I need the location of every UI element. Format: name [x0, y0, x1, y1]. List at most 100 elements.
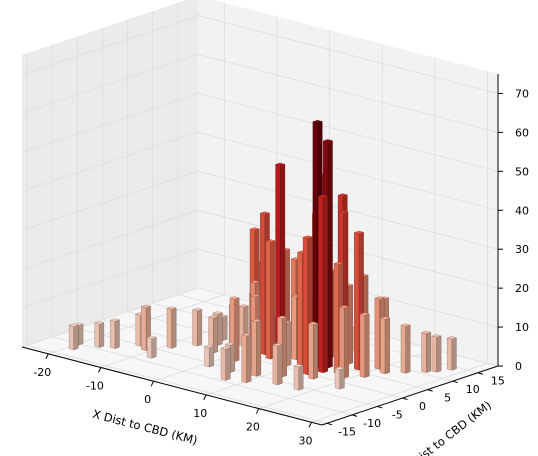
bar	[317, 194, 329, 374]
bar	[274, 162, 286, 353]
bar-front-face	[421, 332, 427, 373]
bar-top-face	[259, 211, 271, 215]
bar	[379, 316, 391, 375]
bar-front-face	[204, 346, 210, 368]
bar-side-face	[270, 240, 276, 360]
z-grid-line	[21, 248, 499, 328]
y-tick	[377, 405, 383, 409]
bar	[307, 321, 319, 380]
bar-side-face	[171, 307, 177, 349]
x-tick-label: -20	[33, 366, 51, 379]
bar	[220, 346, 232, 381]
bar-side-face	[451, 337, 457, 371]
y-tick	[326, 422, 333, 426]
bar-front-face	[318, 196, 324, 374]
y-tick	[452, 380, 458, 384]
bar-front-face	[354, 232, 360, 371]
bar-top-face	[94, 321, 105, 325]
bar-front-face	[359, 313, 365, 378]
bar-top-face	[249, 280, 261, 284]
bar-top-face	[238, 304, 250, 308]
bar-front-face	[192, 309, 198, 347]
bar-top-face	[265, 239, 276, 243]
bar	[94, 321, 105, 348]
bar-side-face	[322, 195, 328, 374]
z-grid-line	[21, 53, 499, 133]
bar-top-face	[353, 230, 365, 235]
bar-side-face	[298, 365, 304, 391]
y-tick	[352, 414, 358, 417]
bar-side-face	[286, 321, 292, 367]
bar-front-face	[380, 317, 386, 375]
bar-side-face	[339, 367, 345, 390]
bar-side-face	[208, 345, 215, 368]
left-pane	[22, 0, 198, 347]
bar-side-face	[114, 319, 120, 349]
bar-front-face	[265, 240, 271, 360]
bar-side-face	[197, 309, 203, 347]
bar-front-face	[308, 323, 314, 380]
z-tick-label: 20	[515, 282, 529, 295]
bar-side-face	[384, 317, 390, 375]
bar-top-face	[359, 312, 371, 316]
bar-front-face	[447, 337, 453, 371]
bar-top-face	[334, 366, 346, 370]
bar-side-face	[217, 312, 223, 346]
bar	[420, 330, 432, 373]
bar-top-face	[446, 336, 458, 340]
bar-front-face	[251, 320, 257, 377]
bar	[400, 323, 411, 374]
bar	[207, 315, 219, 354]
bar	[431, 334, 442, 373]
bar	[334, 366, 346, 390]
bar-top-face	[307, 321, 319, 325]
bar-top-face	[302, 235, 314, 239]
bar	[272, 342, 283, 386]
bar-top-face	[400, 323, 411, 327]
bar-top-face	[431, 334, 442, 338]
bar-top-face	[229, 296, 240, 300]
bar-top-face	[207, 315, 219, 319]
x-tick	[203, 394, 207, 401]
bar-top-face	[140, 304, 152, 309]
z-tick-label: 40	[515, 204, 529, 217]
bar-side-face	[405, 324, 411, 374]
bar	[293, 364, 304, 391]
bar-front-face	[166, 307, 172, 349]
x-tick-label: 20	[246, 421, 260, 434]
bar-side-face	[364, 313, 370, 378]
bar-front-face	[333, 263, 339, 375]
bar-front-face	[272, 344, 278, 386]
bar-side-face	[151, 336, 157, 359]
bar-top-face	[203, 344, 215, 348]
bar	[68, 323, 79, 351]
bar-side-face	[426, 331, 431, 373]
bar-top-face	[224, 342, 236, 346]
bar	[446, 336, 458, 371]
bar-front-face	[109, 319, 116, 349]
bar-side-face	[348, 284, 353, 365]
bar-side-face	[277, 344, 283, 386]
bar-side-face	[78, 323, 84, 346]
bar-side-face	[344, 306, 349, 379]
bar-top-face	[338, 210, 349, 214]
bar-top-face	[374, 296, 385, 300]
bar-side-face	[222, 315, 228, 341]
bar	[203, 344, 215, 368]
bar-top-face	[420, 330, 432, 334]
bar	[109, 318, 121, 349]
bar-side-face	[313, 322, 318, 380]
z-tick-label: 30	[515, 243, 529, 256]
z-tick-label: 60	[515, 126, 529, 139]
bar-top-face	[146, 335, 157, 339]
z-grid-line	[21, 170, 499, 250]
z-tick-label: 70	[515, 87, 529, 100]
x-tick	[45, 353, 49, 360]
bar-front-face	[374, 297, 380, 370]
bar-top-face	[274, 162, 286, 167]
bar-top-face	[250, 294, 261, 298]
bar-side-face	[436, 335, 442, 373]
z-grid-line	[21, 209, 499, 289]
bar	[146, 335, 157, 359]
